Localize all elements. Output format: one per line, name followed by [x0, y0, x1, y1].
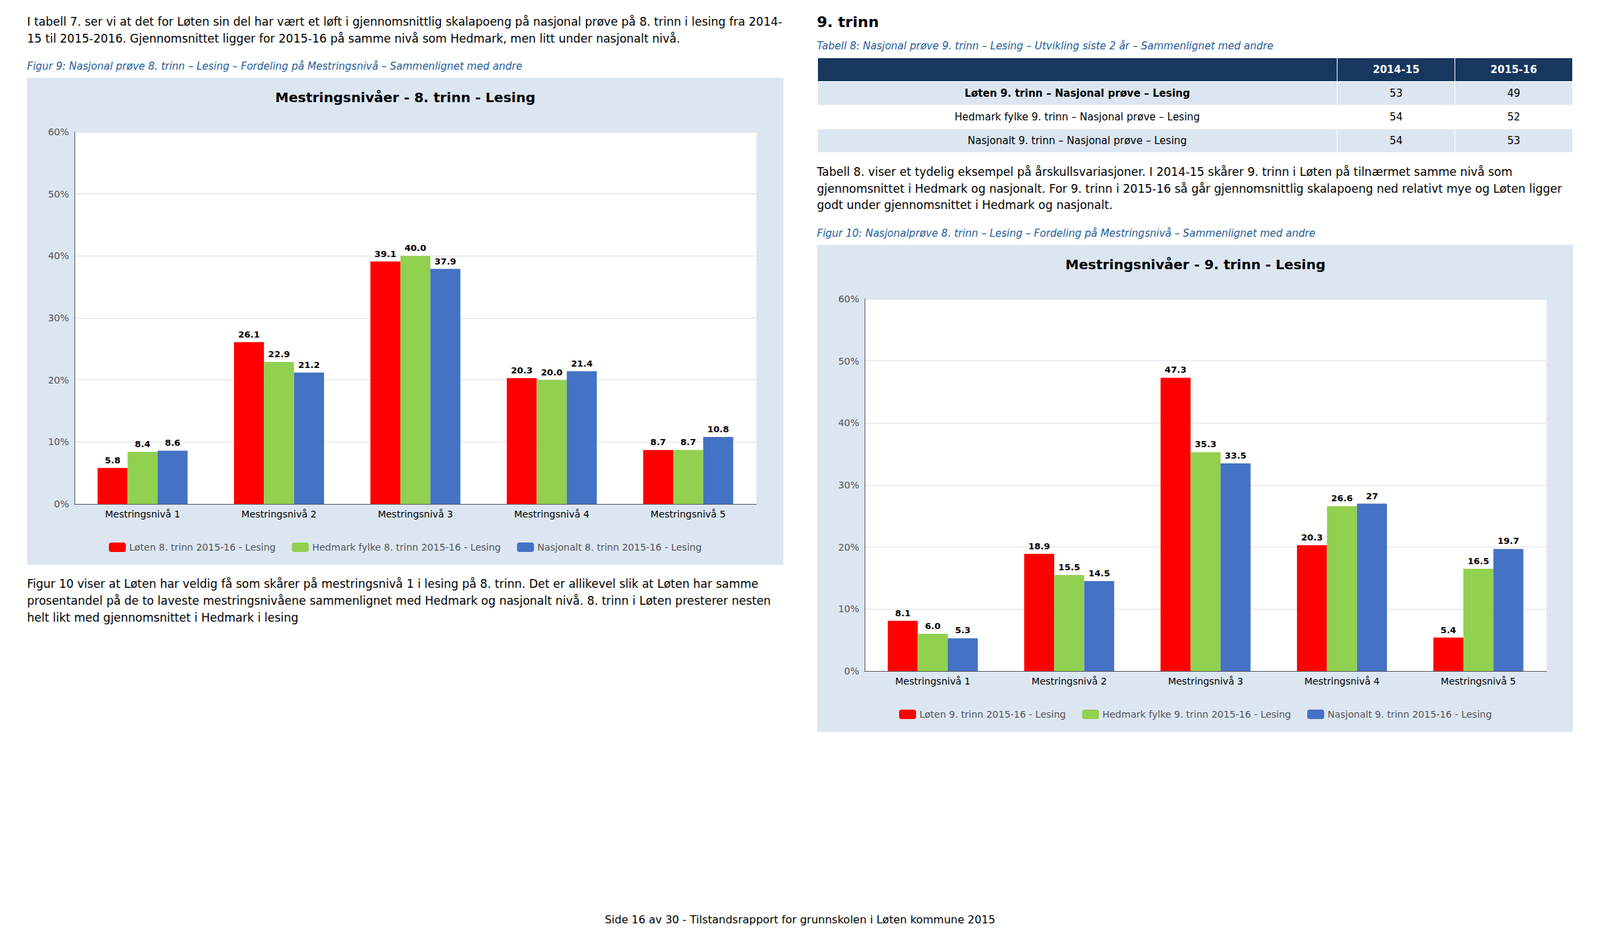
- svg-text:8.7: 8.7: [650, 437, 666, 448]
- html-text:9. trinn: 9. trinn: [816, 13, 879, 31]
- svg-text:10.8: 10.8: [707, 424, 730, 435]
- html-text:Figur 9: Nasjonal prøve 8. tri: Figur 9: Nasjonal prøve 8. trinn – Lesin…: [27, 60, 523, 73]
- svg-text:50%: 50%: [837, 355, 859, 367]
- svg-text:Nasjonalt 9. trinn 2015-16 - L: Nasjonalt 9. trinn 2015-16 - Lesing: [1327, 709, 1492, 720]
- svg-text:20.0: 20.0: [541, 367, 563, 378]
- svg-text:18.9: 18.9: [1028, 541, 1050, 552]
- html-text:Nasjonalt 9. trinn – Nasjonal: Nasjonalt 9. trinn – Nasjonal prøve – Le…: [967, 134, 1187, 147]
- svg-text:40.0: 40.0: [404, 243, 427, 254]
- html-text:54: 54: [1389, 134, 1403, 147]
- svg-text:Mestringsnivå 5: Mestringsnivå 5: [650, 508, 726, 520]
- svg-text:Hedmark fylke 8. trinn 2015-16: Hedmark fylke 8. trinn 2015-16 - Lesing: [311, 541, 501, 553]
- svg-text:5.3: 5.3: [954, 625, 971, 636]
- svg-text:8.6: 8.6: [165, 437, 181, 448]
- svg-text:Mestringsnivå 3: Mestringsnivå 3: [1167, 675, 1243, 687]
- svg-text:20.3: 20.3: [1300, 532, 1323, 543]
- html-text:49: 49: [1507, 87, 1521, 100]
- svg-text:15.5: 15.5: [1058, 562, 1080, 573]
- svg-text:8.7: 8.7: [680, 437, 697, 448]
- svg-text:26.6: 26.6: [1330, 493, 1353, 504]
- html-text:52: 52: [1507, 110, 1521, 124]
- svg-text:39.1: 39.1: [374, 248, 397, 260]
- svg-text:35.3: 35.3: [1194, 439, 1216, 450]
- svg-text:Nasjonalt 8. trinn 2015-16 - L: Nasjonalt 8. trinn 2015-16 - Lesing: [537, 541, 702, 553]
- svg-text:Løten 9. trinn 2015-16 - Lesin: Løten 9. trinn 2015-16 - Lesing: [918, 709, 1066, 720]
- svg-text:50%: 50%: [48, 188, 70, 200]
- html-text:Side 16 av 30 - Tilstandsrappo: Side 16 av 30 - Tilstandsrapport for gru…: [604, 913, 996, 927]
- svg-text:33.5: 33.5: [1224, 450, 1247, 461]
- svg-text:Mestringsnivåer - 8. trinn - L: Mestringsnivåer - 8. trinn - Lesing: [275, 89, 536, 106]
- html-text:Figur 10: Nasjonalprøve 8. tri: Figur 10: Nasjonalprøve 8. trinn – Lesin…: [816, 227, 1316, 240]
- svg-text:8.4: 8.4: [134, 439, 151, 450]
- html-text:Løten 9. trinn – Nasjonal prøv: Løten 9. trinn – Nasjonal prøve – Lesing: [964, 87, 1191, 100]
- svg-text:Mestringsnivå 1: Mestringsnivå 1: [104, 508, 180, 520]
- svg-text:5.4: 5.4: [1440, 624, 1456, 635]
- svg-text:20%: 20%: [837, 541, 859, 553]
- svg-text:10%: 10%: [48, 437, 70, 448]
- svg-text:0%: 0%: [843, 665, 859, 677]
- html-text:54: 54: [1389, 110, 1403, 124]
- svg-text:0%: 0%: [54, 498, 70, 510]
- svg-text:Mestringsnivå 5: Mestringsnivå 5: [1440, 675, 1516, 687]
- html-text:53: 53: [1389, 87, 1403, 100]
- html-text:2014-15: 2014-15: [1372, 63, 1420, 76]
- svg-text:40%: 40%: [837, 417, 859, 429]
- svg-text:60%: 60%: [48, 126, 70, 138]
- html-text:Tabell 8. viser et tydelig eks: Tabell 8. viser et tydelig eksempel på å…: [816, 165, 1562, 212]
- svg-text:Hedmark fylke 9. trinn 2015-16: Hedmark fylke 9. trinn 2015-16 - Lesing: [1102, 709, 1291, 720]
- svg-text:16.5: 16.5: [1467, 556, 1490, 567]
- svg-text:Løten 8. trinn 2015-16 - Lesin: Løten 8. trinn 2015-16 - Lesing: [129, 541, 276, 553]
- svg-text:30%: 30%: [837, 479, 859, 491]
- svg-text:8.1: 8.1: [894, 608, 910, 619]
- svg-text:22.9: 22.9: [267, 349, 290, 360]
- html-text:Hedmark fylke 9. trinn – Nasjo: Hedmark fylke 9. trinn – Nasjonal prøve …: [954, 110, 1200, 124]
- svg-text:40%: 40%: [48, 250, 70, 262]
- html-text:53: 53: [1507, 134, 1521, 147]
- svg-text:Mestringsnivå 4: Mestringsnivå 4: [514, 508, 590, 520]
- html-text:Tabell 8: Nasjonal prøve 9. tr: Tabell 8: Nasjonal prøve 9. trinn – Lesi…: [816, 39, 1274, 53]
- svg-text:Mestringsnivåer - 9. trinn - L: Mestringsnivåer - 9. trinn - Lesing: [1064, 256, 1325, 273]
- svg-text:60%: 60%: [837, 293, 859, 305]
- svg-text:21.2: 21.2: [298, 359, 320, 371]
- svg-text:10%: 10%: [837, 603, 859, 615]
- svg-text:20.3: 20.3: [510, 365, 533, 376]
- svg-text:19.7: 19.7: [1497, 535, 1519, 546]
- svg-text:Mestringsnivå 4: Mestringsnivå 4: [1304, 675, 1380, 687]
- svg-text:5.8: 5.8: [104, 455, 121, 466]
- svg-text:14.5: 14.5: [1087, 568, 1110, 579]
- svg-text:Mestringsnivå 2: Mestringsnivå 2: [241, 508, 317, 520]
- svg-text:47.3: 47.3: [1164, 364, 1186, 375]
- svg-text:Mestringsnivå 1: Mestringsnivå 1: [895, 675, 971, 687]
- html-text:Figur 10 viser at Løten har ve: Figur 10 viser at Løten har veldig få so…: [27, 577, 771, 625]
- svg-text:6.0: 6.0: [924, 621, 941, 632]
- svg-text:37.9: 37.9: [434, 256, 456, 267]
- svg-text:20%: 20%: [48, 374, 70, 386]
- svg-text:27: 27: [1365, 490, 1378, 501]
- svg-text:Mestringsnivå 2: Mestringsnivå 2: [1031, 675, 1107, 687]
- svg-text:21.4: 21.4: [570, 358, 593, 369]
- html-text:2015-16: 2015-16: [1490, 63, 1538, 76]
- html-text:I tabell 7. ser vi at det for: I tabell 7. ser vi at det for Løten sin …: [27, 14, 783, 46]
- svg-text:Mestringsnivå 3: Mestringsnivå 3: [377, 508, 453, 520]
- svg-text:30%: 30%: [48, 312, 70, 324]
- svg-text:26.1: 26.1: [238, 329, 260, 340]
